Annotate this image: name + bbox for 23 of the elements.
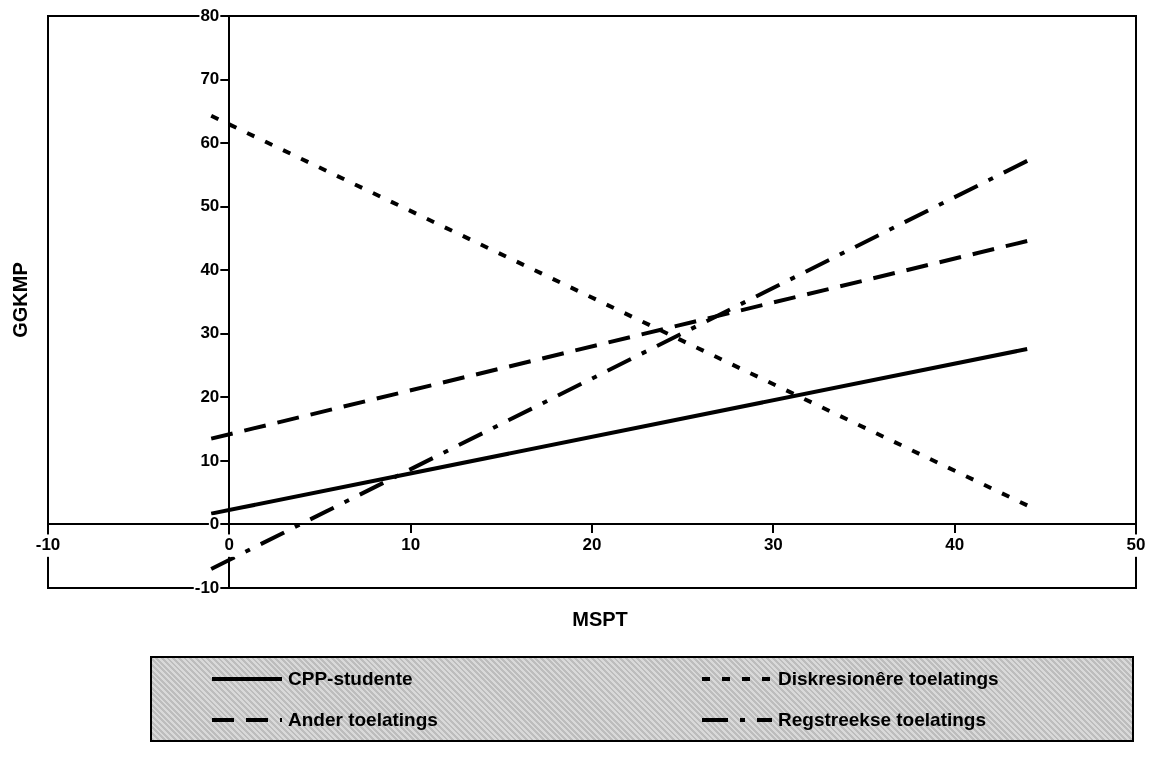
y-tick-label: -10 (194, 577, 220, 597)
y-tick-label: 0 (209, 514, 220, 534)
y-axis-title: GGKMP (8, 262, 32, 338)
x-tick-label: 40 (945, 535, 965, 555)
legend-label: Ander toelatings (288, 708, 438, 731)
legend-label: Diskresionêre toelatings (778, 667, 999, 690)
x-tick-label: -10 (35, 535, 61, 555)
x-axis-title: MSPT (572, 608, 628, 631)
y-tick-label: 30 (200, 323, 220, 343)
y-tick-label: 10 (200, 450, 220, 470)
x-tick-label: 20 (582, 535, 602, 555)
x-tick-label: 30 (763, 535, 783, 555)
legend-label: CPP-studente (288, 667, 413, 690)
x-tick-label: 10 (401, 535, 421, 555)
y-tick-label: 50 (200, 196, 220, 216)
y-tick-label: 70 (200, 69, 220, 89)
y-tick-label: 80 (200, 5, 220, 25)
legend-label: Regstreekse toelatings (778, 708, 987, 731)
y-tick-label: 20 (200, 387, 220, 407)
x-tick-label: 50 (1126, 535, 1146, 555)
y-tick-label: 40 (200, 259, 220, 279)
x-tick-label: 0 (224, 535, 235, 555)
y-tick-label: 60 (200, 132, 220, 152)
